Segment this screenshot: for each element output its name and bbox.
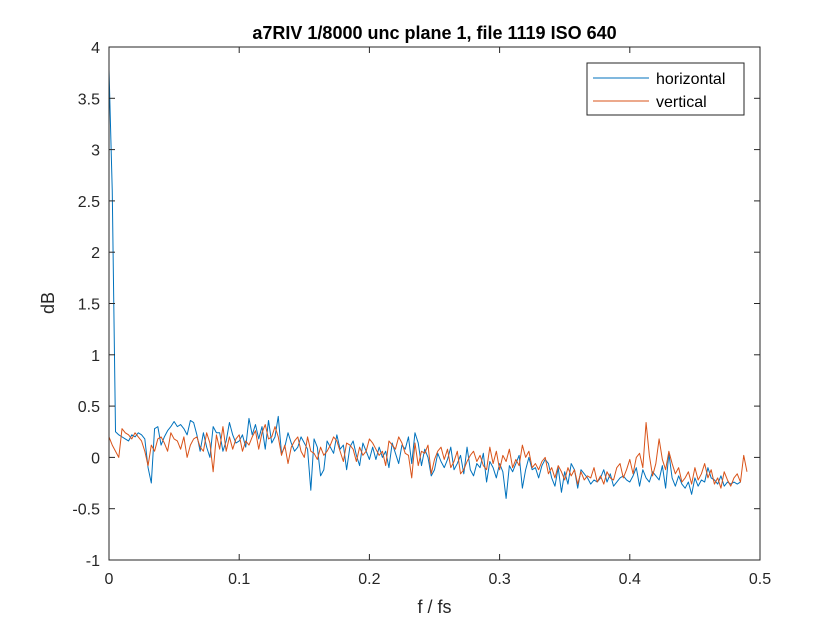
y-tick-label: 0.5 [78,399,100,416]
x-tick-label: 0.1 [228,571,250,588]
y-tick-label: -0.5 [72,502,100,519]
series-line-horizontal [108,69,741,499]
x-tick-label: 0 [105,571,114,588]
y-tick-label: 4 [91,40,100,57]
y-tick-label: 1.5 [78,297,100,314]
y-tick-label: 1 [91,348,100,365]
plot-area [109,47,760,560]
x-tick-label: 0.3 [488,571,510,588]
y-axis-label: dB [38,292,58,314]
legend-label-horizontal: horizontal [656,71,725,88]
legend: horizontal vertical [586,62,745,116]
x-axis-label: f / fs [417,597,451,617]
y-tick-label: 0 [91,450,100,467]
series-layer [108,69,748,499]
x-tick-label: 0.4 [619,571,641,588]
chart-title: a7RIV 1/8000 unc plane 1, file 1119 ISO … [252,23,616,43]
y-tick-label: 3 [91,143,100,160]
y-tick-label: 3.5 [78,91,100,108]
y-tick-label: 2 [91,245,100,262]
y-tick-label: 2.5 [78,194,100,211]
y-tick-label: -1 [86,553,100,570]
x-tick-label: 0.5 [749,571,771,588]
x-tick-label: 0.2 [358,571,380,588]
legend-label-vertical: vertical [656,94,707,111]
legend-box [586,62,745,116]
series-line-vertical [108,422,748,489]
ticks-layer: 0 0.1 0.2 0.3 0.4 0.5 -1 -0.5 0 0.5 1 1.5 2 2.5 3 3.5 4 [72,40,771,588]
